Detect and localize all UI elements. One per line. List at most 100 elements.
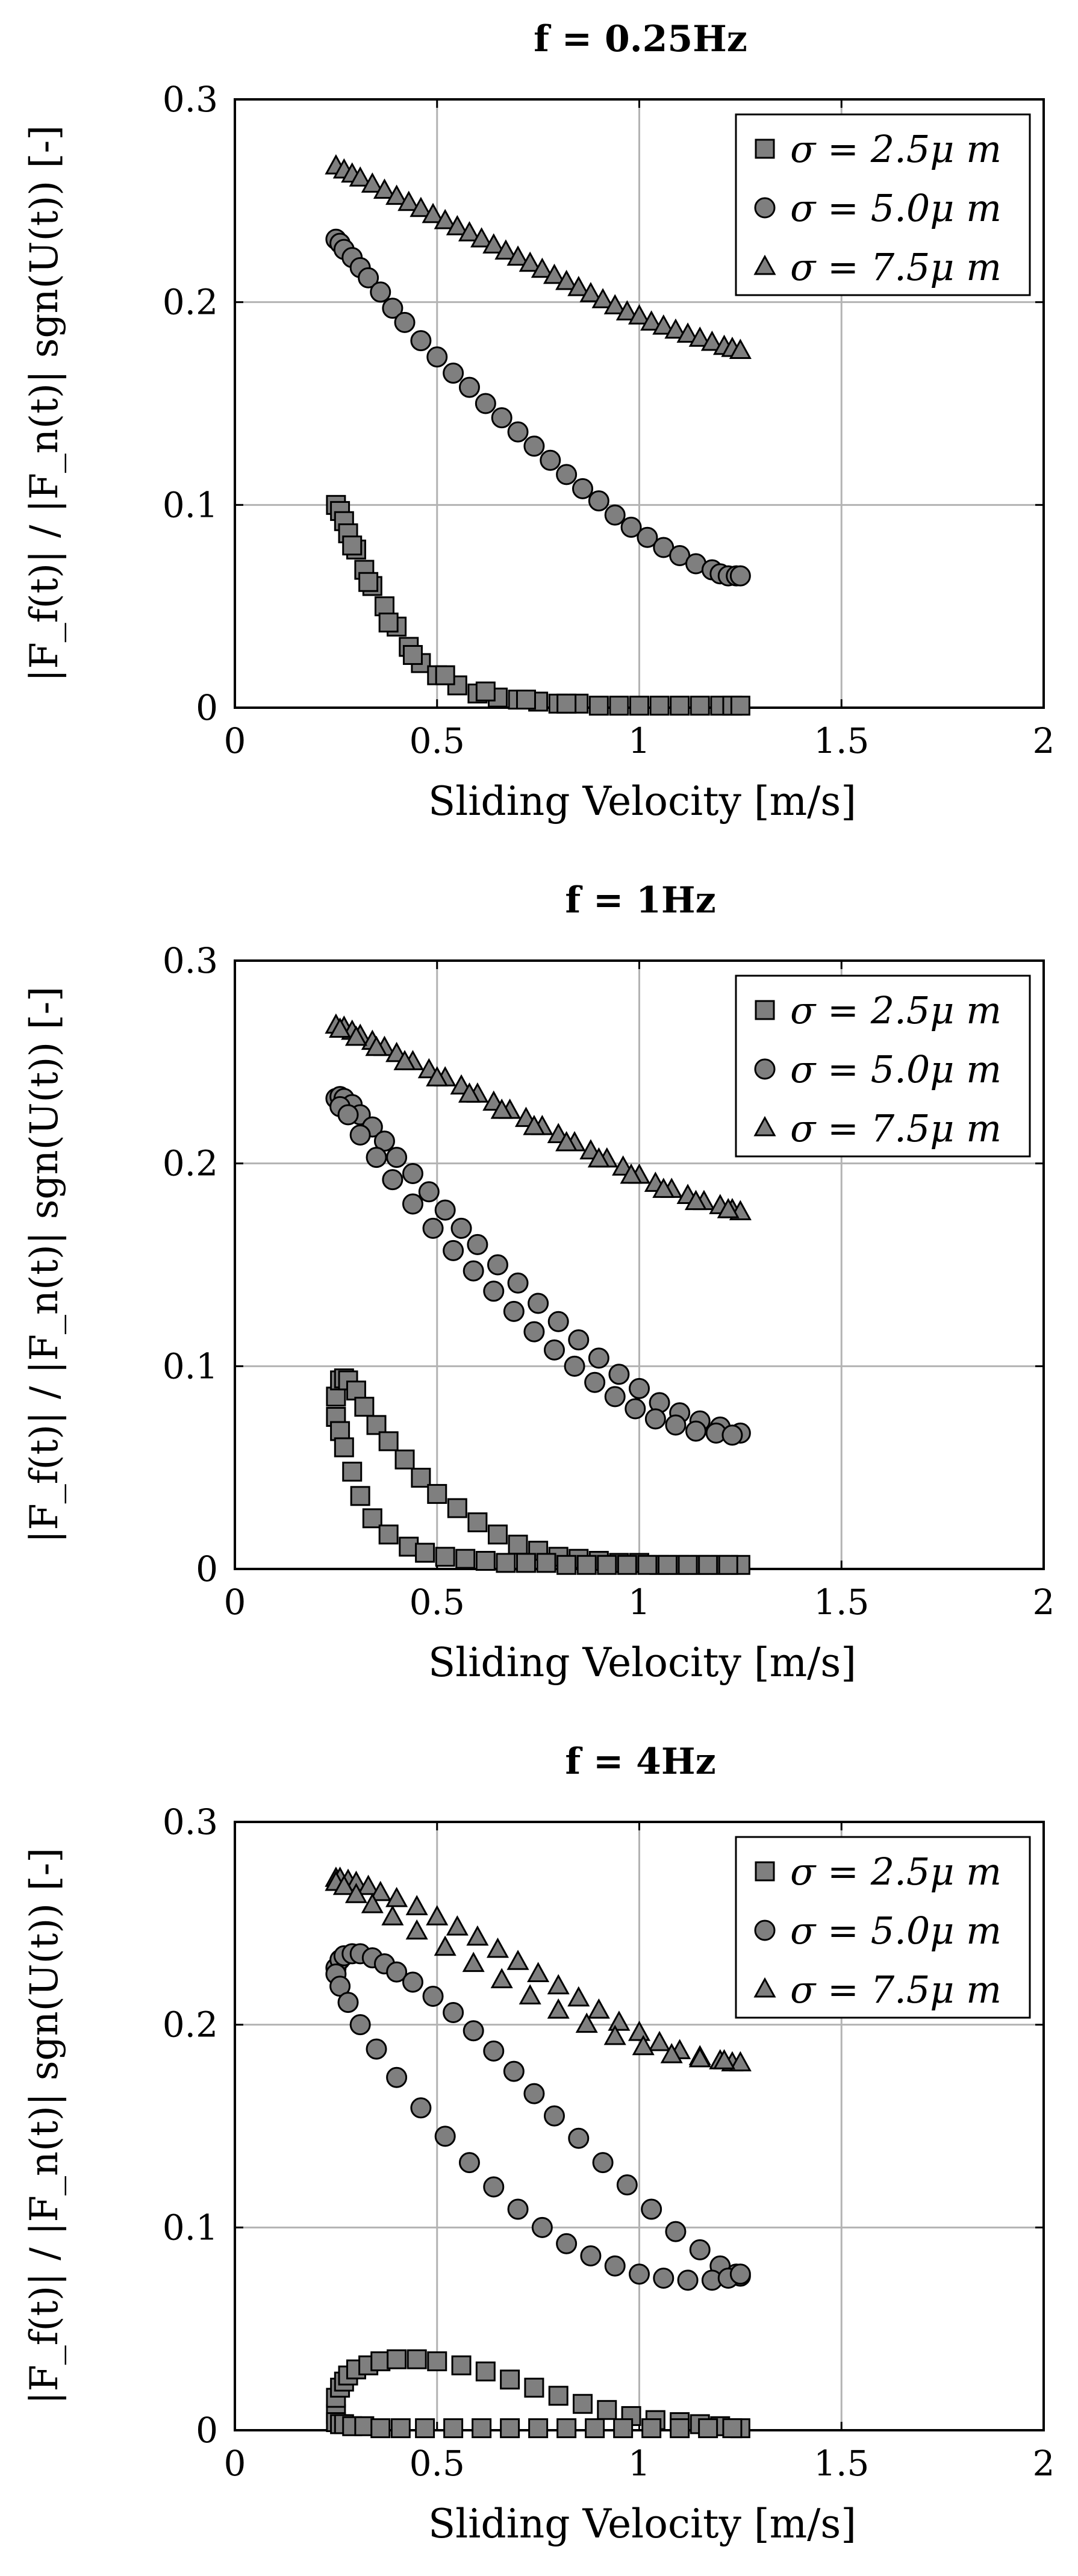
data-point-square <box>475 681 496 702</box>
data-point-triangle <box>676 322 699 343</box>
legend-marker-circle <box>754 197 776 219</box>
data-point-square <box>475 1551 496 1571</box>
legend: σ = 2.5μ m σ = 5.0μ m σ = 7.5μ m <box>735 113 1031 296</box>
data-point-circle <box>382 298 403 319</box>
data-point-triangle <box>555 1131 578 1152</box>
data-point-triangle <box>575 2012 598 2033</box>
data-point-square <box>597 1555 617 1575</box>
x-tick-label: 2 <box>1033 1582 1055 1623</box>
data-point-circle <box>507 421 529 443</box>
data-point-triangle <box>688 2047 711 2068</box>
panel-f-4hz: f = 4Hz 0 0.5 1 1.5 2 0 0.1 0.2 0.3 Sliding Veloci… <box>22 1741 1055 2547</box>
data-point-circle <box>564 1355 585 1377</box>
data-point-square <box>415 2418 435 2439</box>
data-point-square <box>516 690 536 710</box>
data-point-circle <box>556 464 578 485</box>
data-point-triangle <box>434 1935 456 1956</box>
data-point-circle <box>531 2216 553 2238</box>
legend-label: σ = 7.5μ m <box>790 1968 1002 2012</box>
data-point-square <box>678 1555 698 1575</box>
y-tick-label: 0.3 <box>163 1801 218 1842</box>
data-point-triangle <box>615 300 638 320</box>
data-point-triangle <box>410 196 432 217</box>
legend-marker-triangle <box>753 1977 776 1998</box>
data-point-square <box>342 1461 363 1482</box>
data-point-square <box>475 2361 496 2381</box>
legend-marker-square <box>755 139 775 159</box>
data-point-square <box>649 696 670 716</box>
y-tick-label: 0.2 <box>163 2004 218 2045</box>
data-point-square <box>613 2418 634 2439</box>
data-point-circle <box>629 1377 650 1399</box>
data-point-triangle <box>660 2043 683 2063</box>
data-point-circle <box>394 311 416 333</box>
data-point-square <box>390 2418 411 2439</box>
data-point-square <box>370 2351 391 2372</box>
data-point-triangle <box>519 1984 541 2005</box>
panel-f-1hz: f = 1Hz 0 0.5 1 1.5 2 0 0.1 0.2 0.3 Sliding Veloci… <box>22 879 1055 1686</box>
data-point-circle <box>641 2198 662 2220</box>
data-point-triangle <box>523 1114 546 1135</box>
data-point-circle <box>450 1217 472 1239</box>
data-point-triangle <box>397 190 420 211</box>
x-tick-label: 1.5 <box>814 720 869 761</box>
data-point-circle <box>426 346 448 368</box>
data-point-triangle <box>329 1017 352 1038</box>
x-axis-label: Sliding Velocity [m/s] <box>428 1639 856 1686</box>
data-point-triangle <box>332 1874 355 1895</box>
data-point-triangle <box>486 1937 509 1958</box>
data-point-circle <box>620 516 642 538</box>
data-point-triangle <box>361 172 384 193</box>
series-square <box>326 1368 750 1575</box>
data-point-triangle <box>547 1974 570 1995</box>
data-point-circle <box>665 2221 687 2242</box>
data-point-circle <box>665 1414 687 1436</box>
data-point-circle <box>588 1347 609 1369</box>
data-point-circle <box>625 1398 646 1420</box>
data-point-circle <box>382 1169 403 1191</box>
legend-label: σ = 5.0μ m <box>790 186 1002 230</box>
data-point-square <box>387 2349 407 2369</box>
data-point-square <box>370 2418 391 2439</box>
data-point-circle <box>588 490 609 512</box>
data-point-circle <box>422 1217 444 1239</box>
data-point-circle <box>629 2263 650 2285</box>
data-point-square <box>366 1415 387 1435</box>
data-point-circle <box>568 2127 590 2149</box>
y-tick-label: 0.1 <box>163 1346 218 1386</box>
data-point-triangle <box>405 1919 428 1940</box>
data-point-circle <box>729 2263 751 2285</box>
legend-label: σ = 5.0μ m <box>790 1909 1002 1953</box>
data-point-circle <box>523 435 545 457</box>
data-point-triangle <box>494 239 517 260</box>
x-tick-label: 0 <box>224 720 246 761</box>
data-point-square <box>670 2418 690 2439</box>
data-point-circle <box>337 1104 359 1126</box>
legend-label: σ = 5.0μ m <box>790 1047 1002 1091</box>
data-point-square <box>447 1498 467 1518</box>
x-tick-label: 1 <box>628 720 650 761</box>
data-point-circle <box>503 1300 525 1322</box>
data-point-square <box>516 1553 536 1573</box>
data-point-circle <box>402 1163 423 1184</box>
data-point-triangle <box>482 233 505 254</box>
x-tick-label: 0.5 <box>410 2443 465 2484</box>
legend-label: σ = 2.5μ m <box>790 988 1002 1032</box>
data-point-circle <box>337 1992 359 2013</box>
x-axis-label: Sliding Velocity [m/s] <box>428 2501 856 2547</box>
x-tick-label: 0.5 <box>410 1582 465 1623</box>
y-tick-label: 0.1 <box>163 484 218 525</box>
data-point-triangle <box>446 1915 469 1936</box>
data-point-square <box>342 535 363 556</box>
data-point-triangle <box>426 1905 449 1926</box>
data-point-square <box>407 2349 427 2369</box>
data-point-triangle <box>652 314 675 335</box>
data-point-square <box>350 1486 370 1506</box>
legend-label: σ = 7.5μ m <box>790 1106 1002 1150</box>
data-point-circle <box>507 1272 529 1294</box>
data-point-circle <box>483 2176 505 2198</box>
y-axis-label: |F_f(t)| / |F_n(t)| sgn(U(t)) [-] <box>22 125 67 682</box>
legend: σ = 2.5μ m σ = 5.0μ m σ = 7.5μ m <box>735 1836 1031 2019</box>
data-point-square <box>427 2351 447 2372</box>
data-point-square <box>609 696 629 716</box>
